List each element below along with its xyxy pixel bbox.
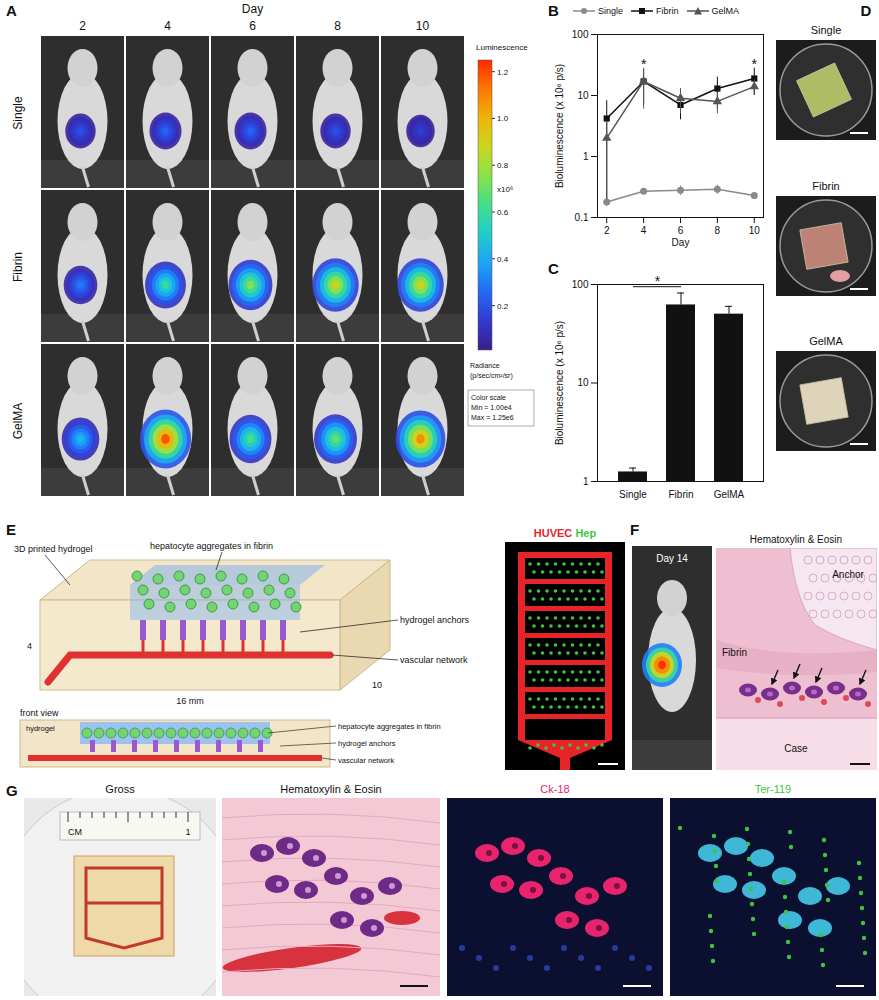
svg-text:G: G [6, 782, 18, 799]
svg-text:1: 1 [185, 827, 190, 837]
svg-text:8: 8 [334, 19, 341, 33]
svg-text:GelMA: GelMA [11, 403, 25, 440]
html-text:Fibrin: Fibrin [656, 6, 679, 16]
svg-text:Case: Case [784, 743, 808, 754]
svg-text:10: 10 [577, 90, 589, 101]
svg-text:Fibrin: Fibrin [722, 647, 747, 658]
svg-text:Single: Single [811, 24, 842, 36]
svg-text:HUVEC Hep: HUVEC Hep [534, 527, 597, 539]
svg-text:4: 4 [641, 225, 647, 236]
svg-text:Single: Single [619, 489, 647, 500]
svg-text:Luminescence: Luminescence [476, 43, 528, 52]
svg-text:Fibrin: Fibrin [812, 180, 840, 192]
svg-text:vascular network: vascular network [400, 655, 468, 665]
svg-text:1: 1 [583, 151, 589, 162]
svg-text:3D printed hydrogel: 3D printed hydrogel [14, 544, 93, 554]
svg-text:C: C [548, 260, 559, 277]
svg-text:Hematoxylin & Eosin: Hematoxylin & Eosin [750, 534, 842, 545]
svg-text:6: 6 [249, 19, 256, 33]
svg-text:E: E [6, 521, 16, 538]
svg-text:0.1: 0.1 [575, 212, 589, 223]
svg-text:0.6: 0.6 [497, 208, 509, 217]
svg-text:Radiance: Radiance [470, 362, 500, 369]
svg-text:CM: CM [68, 827, 82, 837]
svg-text:hydrogel anchors: hydrogel anchors [400, 615, 470, 625]
svg-text:Day: Day [242, 2, 263, 16]
svg-text:2: 2 [79, 19, 86, 33]
svg-text:Bioluminescence (x 10⁶ p/s): Bioluminescence (x 10⁶ p/s) [554, 321, 565, 445]
svg-text:D: D [861, 2, 872, 19]
svg-text:8: 8 [715, 225, 721, 236]
html-text:Single: Single [598, 6, 623, 16]
svg-text:*: * [641, 56, 647, 72]
svg-text:*: * [655, 273, 661, 289]
svg-text:10: 10 [372, 680, 382, 690]
svg-text:Fibrin: Fibrin [668, 489, 693, 500]
svg-text:100: 100 [572, 29, 589, 40]
svg-text:hepatocyte aggregates in fibri: hepatocyte aggregates in fibrin [150, 541, 273, 551]
svg-text:Ck-18: Ck-18 [540, 783, 569, 795]
svg-text:GelMA: GelMA [714, 489, 745, 500]
svg-text:A: A [6, 2, 17, 19]
svg-text:Max = 1.25e6: Max = 1.25e6 [471, 414, 514, 421]
svg-text:1.0: 1.0 [497, 114, 509, 123]
svg-text:0.2: 0.2 [497, 302, 509, 311]
svg-text:Day 14: Day 14 [656, 553, 688, 564]
svg-text:front view: front view [20, 708, 59, 718]
svg-text:4: 4 [27, 641, 32, 651]
svg-text:Single: Single [11, 96, 25, 130]
svg-text:0.8: 0.8 [497, 161, 509, 170]
svg-text:1: 1 [583, 476, 589, 487]
svg-text:Min = 1.00e4: Min = 1.00e4 [471, 404, 512, 411]
svg-text:vascular network: vascular network [338, 756, 395, 765]
svg-text:10: 10 [416, 19, 430, 33]
svg-text:(p/sec/cm²/sr): (p/sec/cm²/sr) [470, 372, 513, 380]
svg-text:hydrogel anchors: hydrogel anchors [338, 739, 396, 748]
svg-text:10: 10 [577, 377, 589, 388]
svg-text:Bioluminescence (x 10⁶ p/s): Bioluminescence (x 10⁶ p/s) [554, 64, 565, 188]
svg-text:F: F [630, 521, 639, 538]
svg-text:*: * [752, 56, 758, 72]
svg-text:Gross: Gross [105, 783, 135, 795]
svg-text:Day: Day [672, 237, 690, 248]
svg-text:Hematoxylin & Eosin: Hematoxylin & Eosin [280, 783, 382, 795]
svg-text:hepatocyte aggregates in fibri: hepatocyte aggregates in fibrin [338, 722, 441, 731]
svg-text:100: 100 [572, 279, 589, 290]
svg-text:16 mm: 16 mm [176, 696, 204, 706]
svg-text:GelMA: GelMA [809, 335, 843, 347]
svg-text:B: B [548, 2, 559, 19]
svg-text:4: 4 [164, 19, 171, 33]
svg-text:hydrogel: hydrogel [26, 724, 55, 733]
svg-text:Anchor: Anchor [832, 569, 864, 580]
svg-text:10: 10 [749, 225, 761, 236]
svg-text:2: 2 [604, 225, 610, 236]
svg-text:Color scale: Color scale [471, 394, 506, 401]
svg-text:0.4: 0.4 [497, 255, 509, 264]
html-text:GelMA: GelMA [711, 6, 740, 16]
svg-text:x10⁶: x10⁶ [497, 185, 513, 194]
svg-text:6: 6 [678, 225, 684, 236]
svg-text:Fibrin: Fibrin [11, 252, 25, 282]
svg-text:1.2: 1.2 [497, 68, 509, 77]
svg-text:Ter-119: Ter-119 [755, 783, 791, 795]
